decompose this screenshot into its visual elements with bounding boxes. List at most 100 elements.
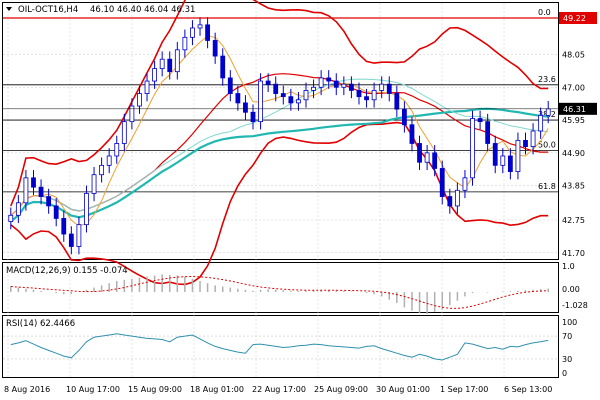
- moving-averages: [10, 35, 549, 227]
- resistance-price-box: [559, 11, 597, 24]
- candle-body: [371, 90, 377, 101]
- candle-body: [273, 83, 279, 94]
- candle-body: [500, 155, 506, 166]
- candle-body: [515, 139, 521, 172]
- macd-signal-line: [10, 275, 549, 309]
- candle-body: [280, 93, 286, 98]
- candle-body: [341, 83, 347, 88]
- bollinger-bands: [10, 0, 549, 286]
- candle-body: [288, 96, 294, 104]
- candle-body: [318, 77, 324, 88]
- candle-body: [53, 205, 59, 219]
- candle-body: [84, 193, 89, 226]
- current-price-box: [559, 102, 597, 115]
- candle-body: [492, 143, 498, 166]
- candle-body: [144, 80, 150, 94]
- macd-panel[interactable]: [2, 262, 559, 313]
- date-tick: 8 Aug 2016: [4, 385, 50, 394]
- candle-body: [227, 77, 233, 94]
- macd-tick: 0.00: [562, 285, 580, 294]
- candle-body: [470, 118, 475, 179]
- bollinger-middle: [10, 73, 549, 216]
- candle-body: [243, 102, 248, 113]
- candle-body: [507, 155, 513, 172]
- candle-body: [462, 177, 468, 191]
- macd-label: MACD(12,26,9) 0.155 -0.074: [6, 266, 128, 276]
- candle-body: [137, 93, 142, 107]
- candle-body: [258, 80, 263, 123]
- candle-body: [364, 96, 369, 101]
- rsi-panel[interactable]: [2, 315, 559, 378]
- rsi-tick: 70: [562, 332, 572, 341]
- candle-body: [530, 130, 536, 148]
- macd-tick: -1.028: [562, 301, 588, 310]
- price-tick: 47.00: [562, 83, 585, 92]
- price-tick: 48.05: [562, 51, 585, 60]
- candle-body: [379, 83, 385, 91]
- date-tick: 18 Aug 01:00: [190, 385, 244, 394]
- candle-body: [190, 27, 195, 38]
- candle-body: [114, 143, 120, 157]
- candle-body: [76, 224, 82, 247]
- candle-body: [356, 90, 362, 98]
- candle-body: [68, 233, 74, 247]
- ma-mid: [10, 78, 549, 216]
- candle-body: [409, 124, 415, 144]
- ohlc-values: 46.10 46.40 46.04 46.31: [90, 5, 195, 15]
- date-tick: 15 Aug 09:00: [128, 385, 182, 394]
- date-tick: 22 Aug 17:00: [252, 385, 306, 394]
- candle-body: [265, 80, 271, 85]
- candle-body: [296, 99, 301, 104]
- candle-body: [197, 24, 203, 29]
- candle-body: [417, 143, 422, 163]
- candle-body: [250, 111, 256, 123]
- fib-label: 61.8: [538, 182, 556, 191]
- rsi-line: [10, 333, 549, 361]
- rsi-tick: 0: [562, 369, 567, 378]
- current-price-label: 46.31: [563, 105, 586, 114]
- symbol-dropdown-icon[interactable]: [6, 7, 12, 11]
- candle-body: [424, 152, 430, 163]
- date-tick: 25 Aug 09:00: [314, 385, 368, 394]
- bollinger-lower: [10, 121, 549, 286]
- candle-body: [121, 121, 127, 144]
- resistance-price-label: 49.22: [563, 14, 586, 23]
- macd-indicator: [10, 274, 549, 314]
- main-chart-panel[interactable]: [2, 2, 559, 260]
- price-tick: 45.95: [562, 116, 585, 125]
- candle-body: [38, 186, 44, 197]
- candle-body: [523, 139, 528, 148]
- candle-body: [432, 152, 438, 169]
- candle-body: [61, 218, 67, 235]
- candle-body: [23, 177, 29, 204]
- rsi-tick: 100: [562, 318, 577, 327]
- price-tick: 41.70: [562, 249, 585, 258]
- fib-label: 50.0: [538, 140, 556, 149]
- candle-body: [477, 118, 483, 123]
- candle-body: [174, 49, 180, 73]
- price-tick: 44.90: [562, 149, 585, 158]
- macd-tick: 1.0: [562, 262, 575, 271]
- candle-body: [220, 55, 226, 79]
- candle-body: [386, 83, 392, 94]
- candle-body: [439, 168, 445, 197]
- rsi-tick: 30: [562, 355, 572, 364]
- candle-body: [394, 93, 400, 110]
- candle-body: [31, 177, 36, 188]
- candle-body: [15, 202, 21, 216]
- candle-body: [8, 214, 14, 222]
- candle-body: [447, 196, 453, 207]
- candle-body: [152, 68, 158, 82]
- price-tick: 43.85: [562, 182, 585, 191]
- candlestick-series: [8, 17, 551, 255]
- candle-body: [212, 40, 218, 57]
- bollinger-upper: [10, 0, 549, 207]
- date-tick: 1 Sep 17:00: [440, 385, 488, 394]
- candle-body: [91, 174, 97, 194]
- candle-body: [106, 155, 112, 166]
- fib-label: 0.0: [538, 8, 551, 17]
- axis-labels: 48.05 47.00 45.95 44.90 43.85 42.75 41.70 49.22…: [3, 11, 597, 394]
- candle-body: [311, 86, 316, 91]
- price-tick: 42.75: [562, 216, 585, 225]
